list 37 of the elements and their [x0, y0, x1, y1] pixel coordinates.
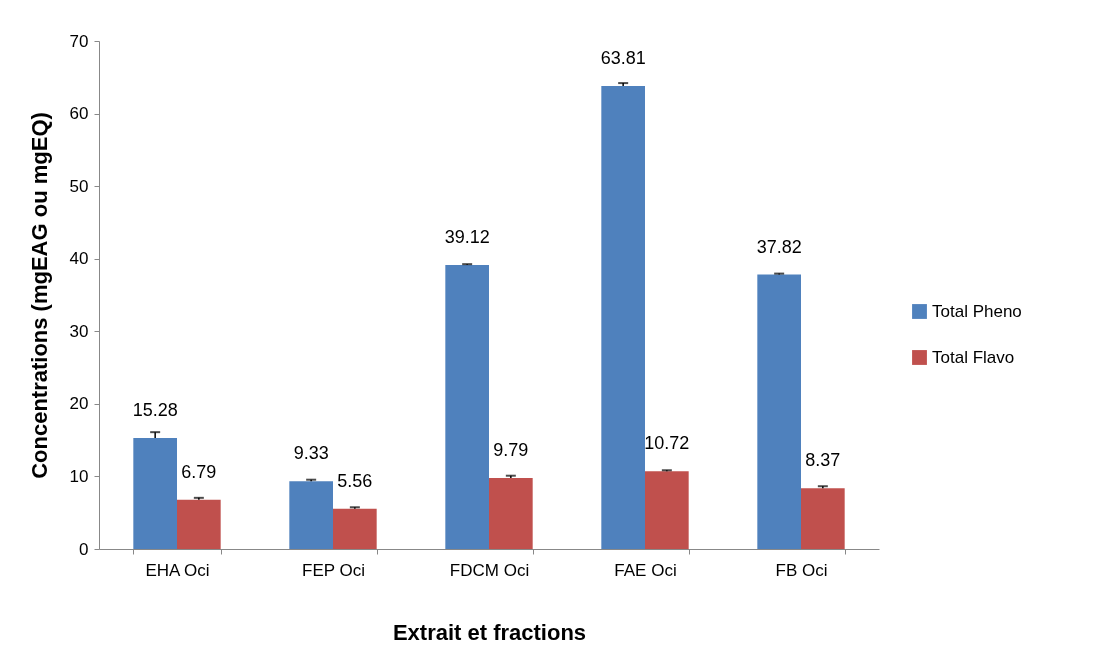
bar	[133, 438, 177, 549]
data-label: 15.28	[132, 400, 178, 421]
bar	[801, 488, 845, 549]
data-label: 5.56	[337, 470, 373, 491]
y-tick-label: 10	[69, 466, 89, 486]
y-tick-label: 30	[69, 321, 89, 341]
x-tick-label: EHA Oci	[145, 560, 210, 580]
y-tick-label: 20	[69, 394, 89, 414]
bar	[445, 265, 489, 549]
x-tick-label: FAE Oci	[614, 560, 677, 580]
x-axis-title: Extrait et fractions	[392, 619, 587, 645]
x-tick-label: FDCM Oci	[449, 560, 530, 580]
bar	[333, 508, 377, 549]
y-axis-title: Concentrations (mgEAG ou mgEQ)	[26, 112, 52, 479]
bar	[289, 481, 333, 549]
y-tick-label: 40	[69, 249, 89, 269]
data-label: 10.72	[644, 433, 690, 454]
legend-label: Total Flavo	[932, 347, 1015, 367]
bar	[489, 477, 533, 549]
data-label: 9.33	[293, 443, 329, 464]
legend-label: Total Pheno	[932, 301, 1022, 321]
x-tick-label: FEP Oci	[302, 560, 365, 580]
data-label: 63.81	[600, 47, 646, 68]
data-label: 8.37	[805, 450, 841, 471]
y-tick-label: 70	[69, 31, 89, 51]
bar	[757, 274, 801, 549]
data-label: 9.79	[493, 439, 529, 460]
y-tick-label: 0	[79, 539, 89, 559]
data-label: 6.79	[181, 461, 217, 482]
y-tick-label: 60	[69, 104, 89, 124]
data-label: 39.12	[444, 227, 490, 248]
bar	[645, 471, 689, 549]
x-tick-label: FB Oci	[775, 560, 828, 580]
bar	[601, 85, 645, 549]
y-tick-label: 50	[69, 176, 89, 196]
bar	[177, 499, 221, 549]
data-label: 37.82	[756, 236, 802, 257]
